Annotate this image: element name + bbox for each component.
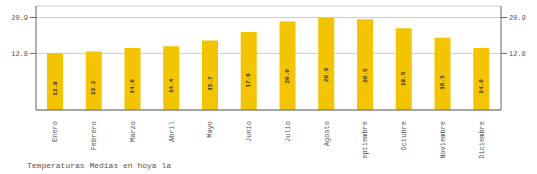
svg-text:12.8: 12.8: [509, 50, 526, 58]
svg-text:Septiembre: Septiembre: [361, 121, 369, 158]
svg-text:Marzo: Marzo: [129, 121, 137, 142]
svg-text:Febrero: Febrero: [90, 121, 98, 150]
svg-text:14.4: 14.4: [168, 78, 175, 93]
svg-text:Julio: Julio: [284, 121, 292, 142]
svg-text:12.8: 12.8: [52, 81, 59, 96]
svg-text:Junio: Junio: [245, 121, 253, 142]
svg-text:13.2: 13.2: [90, 80, 97, 95]
svg-text:Diciembre: Diciembre: [478, 121, 486, 158]
svg-text:20.9: 20.9: [11, 14, 28, 22]
svg-text:14.0: 14.0: [129, 79, 136, 94]
svg-text:Mayo: Mayo: [206, 121, 214, 138]
svg-text:Noviembre: Noviembre: [439, 121, 447, 158]
svg-text:Agosto: Agosto: [323, 121, 331, 146]
svg-text:14.0: 14.0: [478, 79, 485, 94]
svg-text:17.6: 17.6: [245, 73, 252, 88]
svg-text:Octubre: Octubre: [400, 121, 408, 150]
svg-text:20.5: 20.5: [362, 68, 369, 83]
svg-text:12.8: 12.8: [11, 50, 28, 58]
svg-text:18.5: 18.5: [400, 71, 407, 86]
html-text:Temperaturas Medias en hoya la: Temperaturas Medias en hoya la: [27, 161, 171, 170]
svg-text:20.0: 20.0: [284, 69, 291, 84]
svg-text:20.9: 20.9: [509, 14, 526, 22]
svg-text:Enero: Enero: [51, 121, 59, 142]
svg-text:16.3: 16.3: [439, 75, 446, 90]
svg-text:Abril: Abril: [168, 121, 176, 142]
svg-text:20.9: 20.9: [323, 67, 330, 82]
svg-text:15.7: 15.7: [207, 76, 214, 91]
